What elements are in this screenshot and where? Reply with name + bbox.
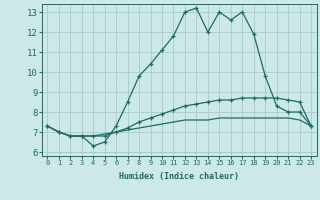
X-axis label: Humidex (Indice chaleur): Humidex (Indice chaleur) <box>119 172 239 181</box>
